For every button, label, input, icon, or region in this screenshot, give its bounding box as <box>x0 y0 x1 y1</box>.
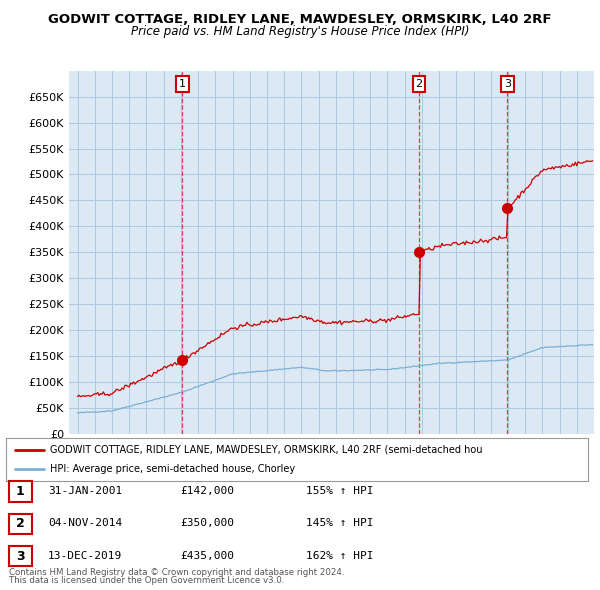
Text: 145% ↑ HPI: 145% ↑ HPI <box>306 519 373 528</box>
Text: 04-NOV-2014: 04-NOV-2014 <box>48 519 122 528</box>
Text: This data is licensed under the Open Government Licence v3.0.: This data is licensed under the Open Gov… <box>9 576 284 585</box>
Text: £350,000: £350,000 <box>180 519 234 528</box>
Text: 3: 3 <box>504 78 511 88</box>
Text: Contains HM Land Registry data © Crown copyright and database right 2024.: Contains HM Land Registry data © Crown c… <box>9 568 344 577</box>
Text: £435,000: £435,000 <box>180 551 234 560</box>
Text: GODWIT COTTAGE, RIDLEY LANE, MAWDESLEY, ORMSKIRK, L40 2RF: GODWIT COTTAGE, RIDLEY LANE, MAWDESLEY, … <box>48 13 552 26</box>
Text: HPI: Average price, semi-detached house, Chorley: HPI: Average price, semi-detached house,… <box>50 464 295 474</box>
Text: GODWIT COTTAGE, RIDLEY LANE, MAWDESLEY, ORMSKIRK, L40 2RF (semi-detached hou: GODWIT COTTAGE, RIDLEY LANE, MAWDESLEY, … <box>50 445 482 455</box>
Text: 13-DEC-2019: 13-DEC-2019 <box>48 551 122 560</box>
Text: 162% ↑ HPI: 162% ↑ HPI <box>306 551 373 560</box>
Text: £142,000: £142,000 <box>180 486 234 496</box>
Text: 3: 3 <box>16 550 25 563</box>
Text: 2: 2 <box>416 78 422 88</box>
Text: Price paid vs. HM Land Registry's House Price Index (HPI): Price paid vs. HM Land Registry's House … <box>131 25 469 38</box>
Text: 1: 1 <box>179 78 186 88</box>
Text: 155% ↑ HPI: 155% ↑ HPI <box>306 486 373 496</box>
Text: 2: 2 <box>16 517 25 530</box>
Text: 1: 1 <box>16 485 25 498</box>
Text: 31-JAN-2001: 31-JAN-2001 <box>48 486 122 496</box>
